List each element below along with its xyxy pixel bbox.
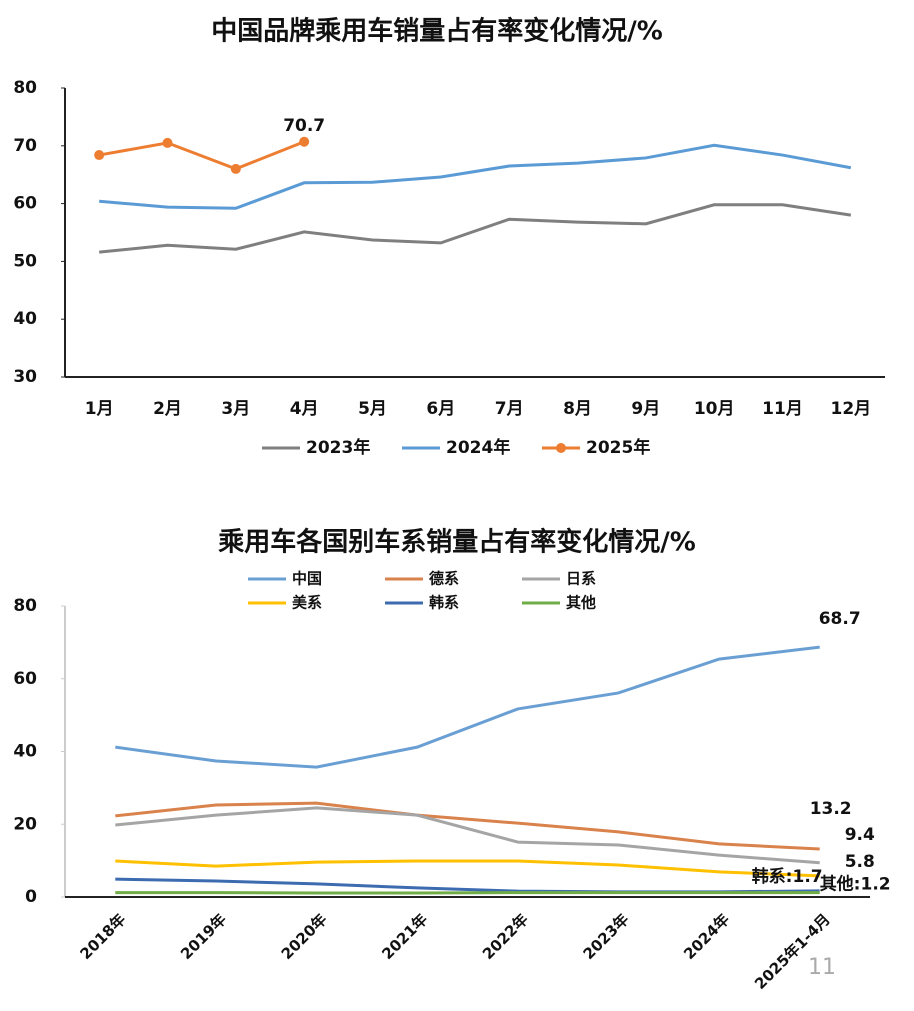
- x-tick-label: 2023年: [580, 910, 633, 963]
- x-tick-label: 2018年: [76, 910, 129, 963]
- x-tick-label: 2020年: [278, 910, 331, 963]
- data-label: 70.7: [283, 116, 325, 136]
- series-line: [115, 645, 820, 769]
- x-tick-label: 2024年: [680, 910, 733, 963]
- chart-title: 乘用车各国别车系销量占有率变化情况/%: [217, 527, 696, 558]
- x-tick-label: 1月: [85, 399, 114, 419]
- y-tick-label: 60: [13, 669, 37, 689]
- y-tick-label: 0: [25, 887, 37, 907]
- x-tick-label: 6月: [426, 399, 455, 419]
- y-tick-label: 80: [13, 596, 37, 616]
- y-tick-label: 70: [13, 136, 37, 156]
- point-marker: [299, 136, 310, 147]
- legend-label: 美系: [292, 594, 322, 612]
- x-tick-label: 9月: [631, 399, 660, 419]
- x-tick-label: 10月: [694, 399, 735, 419]
- series-line: [99, 203, 852, 254]
- data-label: 9.4: [845, 825, 875, 845]
- x-tick-label: 12月: [830, 399, 871, 419]
- legend-label: 中国: [292, 570, 322, 588]
- legend-label: 2024年: [446, 437, 510, 458]
- legend-label: 2023年: [306, 437, 370, 458]
- series-line: [115, 877, 820, 894]
- data-label: 其他:1.2: [820, 874, 891, 895]
- x-tick-label: 2019年: [177, 910, 230, 963]
- legend-label: 德系: [429, 570, 459, 588]
- series-line: [98, 140, 305, 171]
- data-label: 13.2: [810, 799, 852, 819]
- x-tick-label: 3月: [221, 399, 250, 419]
- legend-marker: [556, 443, 566, 453]
- series-line: [99, 143, 852, 210]
- x-tick-label: 11月: [762, 399, 803, 419]
- x-tick-label: 2021年: [378, 910, 431, 963]
- y-tick-label: 20: [13, 814, 37, 834]
- point-marker: [94, 150, 105, 161]
- x-tick-label: 2022年: [479, 910, 532, 963]
- x-tick-label: 7月: [495, 399, 524, 419]
- y-tick-label: 40: [13, 309, 37, 329]
- x-tick-label: 4月: [290, 399, 319, 419]
- y-tick-label: 30: [13, 367, 37, 387]
- chart-title: 中国品牌乘用车销量占有率变化情况/%: [211, 16, 663, 47]
- y-tick-label: 60: [13, 194, 37, 214]
- x-tick-label: 2月: [153, 399, 182, 419]
- page-number: 11: [808, 955, 836, 980]
- x-tick-label: 5月: [358, 399, 387, 419]
- legend-label: 日系: [566, 570, 596, 588]
- x-tick-label: 8月: [563, 399, 592, 419]
- point-marker: [230, 163, 241, 174]
- series-line: [115, 859, 820, 878]
- data-label: 5.8: [845, 852, 875, 872]
- y-tick-label: 40: [13, 742, 37, 762]
- data-label: 68.7: [819, 609, 861, 629]
- series-line: [115, 801, 820, 851]
- data-label: 韩系:1.7: [752, 866, 823, 887]
- y-tick-label: 80: [13, 78, 37, 98]
- legend-label: 其他: [566, 594, 596, 612]
- series-line: [115, 806, 820, 865]
- legend-label: 韩系: [429, 594, 459, 612]
- point-marker: [162, 137, 173, 148]
- legend-label: 2025年: [586, 437, 650, 458]
- y-tick-label: 50: [13, 251, 37, 271]
- x-tick-label: 2025年1-4月: [751, 910, 834, 993]
